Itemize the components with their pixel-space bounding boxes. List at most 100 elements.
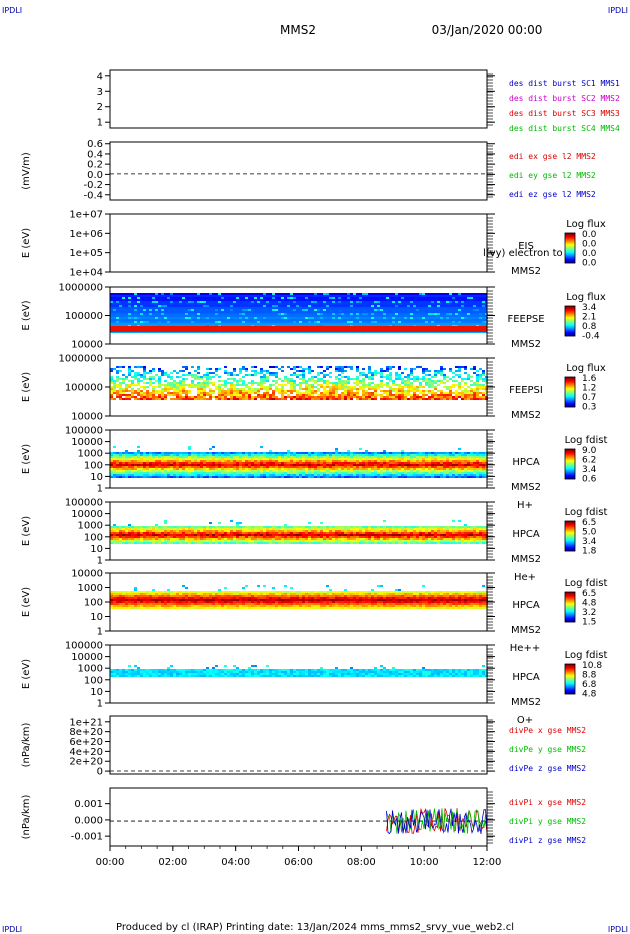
- spectrogram-pixel: [290, 474, 293, 476]
- spectrogram-pixel: [116, 466, 119, 468]
- spectrogram-pixel: [182, 384, 185, 386]
- spectrogram-pixel: [224, 384, 227, 386]
- spectrogram-pixel: [203, 376, 206, 378]
- spectrogram-pixel: [464, 538, 467, 540]
- spectrogram-pixel: [449, 396, 452, 398]
- spectrogram-pixel: [413, 392, 416, 394]
- spectrogram-pixel: [464, 382, 467, 384]
- colorbar-step: [565, 319, 575, 321]
- spectrogram-pixel: [377, 540, 380, 542]
- spectrogram-pixel: [155, 476, 158, 478]
- spectrogram-pixel: [146, 386, 149, 388]
- spectrogram-pixel: [395, 378, 398, 380]
- spectrogram-pixel: [227, 458, 230, 460]
- spectrogram-pixel: [149, 456, 152, 458]
- spectrogram-pixel: [113, 468, 116, 470]
- spectrogram-pixel: [356, 536, 359, 538]
- spectrogram-pixel: [251, 532, 254, 534]
- spectrogram-band: [110, 313, 487, 315]
- spectrogram-pixel: [467, 297, 470, 299]
- spectrogram-pixel: [269, 374, 272, 376]
- spectrogram-pixel: [377, 474, 380, 476]
- spectrogram-pixel: [284, 398, 287, 400]
- spectrogram-pixel: [368, 394, 371, 396]
- spectrogram-pixel: [452, 460, 455, 462]
- y-axis-label: E (eV): [21, 516, 32, 546]
- spectrogram-pixel: [467, 468, 470, 470]
- spectrogram-pixel: [437, 380, 440, 382]
- spectrogram-pixel: [281, 526, 284, 528]
- spectrogram-pixel: [332, 532, 335, 534]
- spectrogram-pixel: [218, 293, 221, 295]
- spectrogram-pixel: [410, 372, 413, 374]
- spectrogram-pixel: [374, 534, 377, 536]
- spectrogram-pixel: [317, 540, 320, 542]
- spectrogram-pixel: [398, 398, 401, 400]
- spectrogram-pixel: [290, 392, 293, 394]
- spectrogram-pixel: [323, 458, 326, 460]
- spectrogram-band: [110, 297, 487, 299]
- spectrogram-pixel: [158, 382, 161, 384]
- spectrogram-pixel: [206, 376, 209, 378]
- spectrogram-pixel: [137, 542, 140, 544]
- spectrogram-pixel: [395, 390, 398, 392]
- spectrogram-pixel: [224, 526, 227, 528]
- spectrogram-pixel: [290, 542, 293, 544]
- spectrogram-pixel: [179, 472, 182, 474]
- spectrogram-pixel: [362, 390, 365, 392]
- spectrogram-pixel: [386, 542, 389, 544]
- spectrogram-pixel: [155, 380, 158, 382]
- spectrogram-pixel: [134, 464, 137, 466]
- spectrogram-pixel: [335, 464, 338, 466]
- spectrogram-pixel: [311, 390, 314, 392]
- spectrogram-pixel: [362, 474, 365, 476]
- spectrogram-pixel: [389, 542, 392, 544]
- spectrogram-pixel: [455, 534, 458, 536]
- spectrogram-pixel: [251, 534, 254, 536]
- spectrogram-pixel: [473, 526, 476, 528]
- spectrogram-pixel: [476, 392, 479, 394]
- spectrogram-pixel: [137, 388, 140, 390]
- spectrogram-pixel: [443, 538, 446, 540]
- spectrogram-pixel: [203, 470, 206, 472]
- spectrogram-pixel: [236, 530, 239, 532]
- spectrogram-pixel: [140, 474, 143, 476]
- spectrogram-pixel: [116, 605, 119, 607]
- spectrogram-pixel: [200, 390, 203, 392]
- spectrogram-pixel: [410, 536, 413, 538]
- spectrogram-pixel: [275, 462, 278, 464]
- spectrogram-pixel: [134, 470, 137, 472]
- spectrogram-pixel: [281, 466, 284, 468]
- spectrogram-pixel: [230, 540, 233, 542]
- spectrogram-pixel: [446, 542, 449, 544]
- spectrogram-pixel: [302, 476, 305, 478]
- spectrogram-pixel: [149, 532, 152, 534]
- spectrogram-pixel: [209, 456, 212, 458]
- spectrogram-pixel: [425, 462, 428, 464]
- spectrogram-pixel: [365, 532, 368, 534]
- spectrogram-pixel: [302, 526, 305, 528]
- spectrogram-pixel: [245, 396, 248, 398]
- spectrogram-pixel: [455, 392, 458, 394]
- spectrogram-pixel: [242, 321, 245, 323]
- spectrogram-pixel: [356, 466, 359, 468]
- spectrogram-pixel: [119, 474, 122, 476]
- spectrogram-pixel: [383, 476, 386, 478]
- spectrogram-pixel: [230, 476, 233, 478]
- spectrogram-pixel: [128, 538, 131, 540]
- spectrogram-pixel: [278, 456, 281, 458]
- spectrogram-pixel: [410, 474, 413, 476]
- spectrogram-pixel: [431, 530, 434, 532]
- spectrogram-pixel: [467, 532, 470, 534]
- spectrogram-pixel: [137, 301, 140, 303]
- spectrogram-pixel: [239, 392, 242, 394]
- spectrogram-pixel: [197, 456, 200, 458]
- spectrogram-pixel: [236, 456, 239, 458]
- spectrogram-pixel: [473, 366, 476, 368]
- spectrogram-pixel: [275, 454, 278, 456]
- spectrogram-pixel: [125, 536, 128, 538]
- spectrogram-pixel: [161, 470, 164, 472]
- spectrogram-pixel: [428, 542, 431, 544]
- spectrogram-pixel: [422, 532, 425, 534]
- spectrogram-pixel: [146, 462, 149, 464]
